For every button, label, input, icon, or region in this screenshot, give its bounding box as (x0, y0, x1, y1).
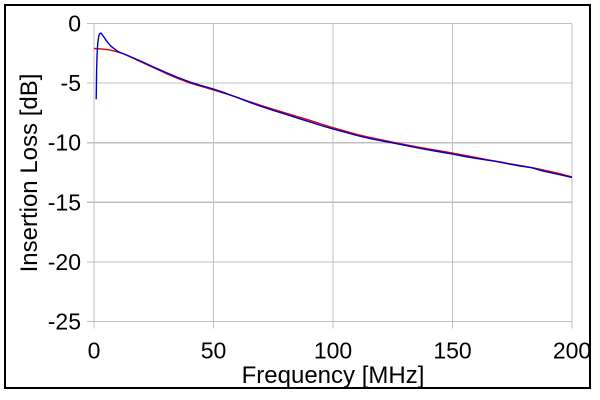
chart-border (4, 4, 591, 389)
x-tick-label: 100 (314, 338, 352, 364)
y-tick-label: -25 (48, 309, 81, 335)
x-tick-label: 0 (88, 338, 101, 364)
x-tick-label: 150 (433, 338, 471, 364)
x-axis-title: Frequency [MHz] (241, 362, 425, 389)
x-tick-label: 200 (553, 338, 591, 364)
y-tick-label: -5 (61, 70, 81, 96)
y-axis-title: Insertion Loss [dB] (16, 73, 43, 273)
y-tick-label: -10 (48, 130, 81, 156)
y-tick-label: 0 (68, 11, 81, 37)
x-tick-label: 50 (201, 338, 227, 364)
blue-curve (95, 32, 573, 179)
y-tick-label: -15 (48, 189, 81, 215)
y-tick-label: -20 (48, 249, 81, 275)
